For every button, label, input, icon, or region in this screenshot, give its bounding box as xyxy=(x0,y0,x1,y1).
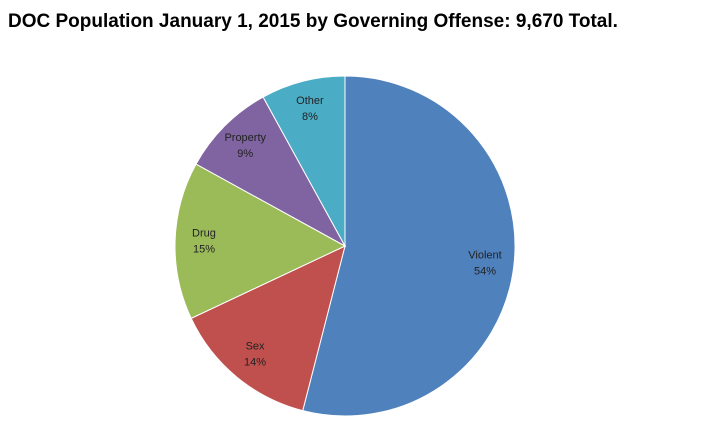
pie-slice xyxy=(190,245,346,412)
slice-label: Violent xyxy=(468,250,501,262)
value-label: 9% xyxy=(237,148,253,160)
value-label: 14% xyxy=(244,357,266,369)
pie-slice xyxy=(174,163,347,320)
slice-label: Property xyxy=(224,132,266,144)
slice-label: Sex xyxy=(246,341,265,353)
pie-slice xyxy=(302,75,516,417)
slice-label: Drug xyxy=(192,227,216,239)
pie-slice xyxy=(262,75,346,247)
value-label: 15% xyxy=(193,243,215,255)
value-label: 54% xyxy=(474,266,496,278)
pie-slice xyxy=(195,96,347,248)
slice-label: Other xyxy=(296,95,324,107)
chart-title: DOC Population January 1, 2015 by Govern… xyxy=(8,11,618,32)
value-label: 8% xyxy=(302,111,318,123)
